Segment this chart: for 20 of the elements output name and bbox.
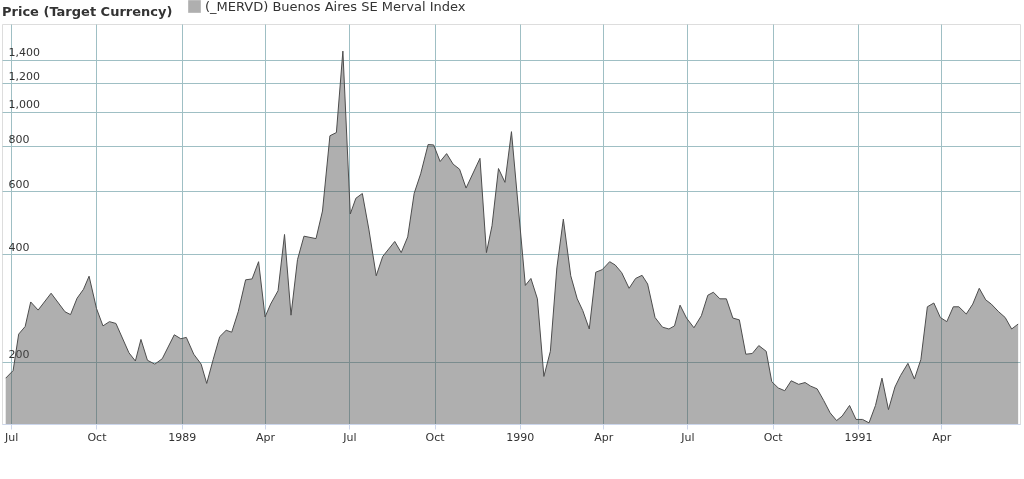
y-tick-label: 1,200 [8, 69, 40, 83]
x-tick-label: Jul [342, 430, 357, 444]
y-tick-label: 1,000 [8, 98, 40, 112]
x-tick-label: Apr [932, 430, 952, 444]
x-tick-label: Oct [763, 430, 784, 444]
y-tick-label: 400 [8, 240, 30, 254]
x-tick-label: 1989 [168, 430, 197, 444]
x-tick-label: 1991 [844, 430, 873, 444]
y-tick-label: 1,400 [8, 46, 40, 60]
x-tick-label: 1990 [506, 430, 535, 444]
x-tick-label: Jul [680, 430, 695, 444]
x-tick-label: Apr [256, 430, 276, 444]
x-tick-label: Oct [425, 430, 446, 444]
x-tick-label: Oct [87, 430, 108, 444]
y-tick-label: 600 [8, 177, 30, 191]
y-axis-title: Price (Target Currency) [2, 4, 173, 19]
legend-label: (_MERVD) Buenos Aires SE Merval Index [205, 0, 466, 14]
x-tick-label: Apr [594, 430, 614, 444]
y-tick-label: 800 [8, 132, 30, 146]
x-tick-label: Jul [4, 430, 19, 444]
